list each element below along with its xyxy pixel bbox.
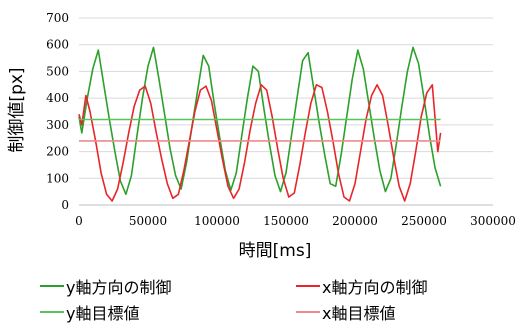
- legend-label: y軸目標値: [66, 304, 140, 323]
- series-line-x-control: [78, 84, 442, 202]
- legend-swatch: [40, 285, 64, 287]
- legend-label: y軸方向の制御: [66, 278, 172, 297]
- y-tick-label: 100: [46, 171, 69, 185]
- legend-swatch: [296, 285, 320, 287]
- y-tick-label: 600: [46, 38, 69, 52]
- gridlines: [79, 17, 493, 179]
- y-tick-label: 200: [46, 145, 69, 159]
- legend-swatch: [296, 311, 320, 313]
- x-tick-label: 0: [75, 214, 83, 228]
- legend-label: x軸方向の制御: [322, 278, 428, 297]
- legend: y軸方向の制御 x軸方向の制御 y軸目標値 x軸目標値: [0, 268, 529, 327]
- x-tick-label: 250000: [401, 214, 447, 228]
- legend-item-y-control: y軸方向の制御: [40, 274, 171, 298]
- legend-item-x-target: x軸目標値: [296, 300, 395, 324]
- series-line-y-control: [78, 46, 442, 196]
- tick-labels: 0 100 200 300 400 500 600 700 0 50000 100000 150000…: [46, 11, 516, 228]
- y-tick-label: 400: [46, 91, 69, 105]
- line-chart: 0 100 200 300 400 500 600 700 0 50000 100000 150000…: [7, 11, 516, 261]
- x-tick-label: 200000: [332, 214, 378, 228]
- legend-item-y-target: y軸目標値: [40, 300, 139, 324]
- x-tick-label: 100000: [194, 214, 240, 228]
- legend-item-x-control: x軸方向の制御: [296, 274, 427, 298]
- legend-label: x軸目標値: [322, 304, 396, 323]
- y-axis-title: 制御値[px]: [7, 67, 27, 152]
- x-tick-label: 50000: [129, 214, 167, 228]
- x-tick-label: 300000: [470, 214, 516, 228]
- y-tick-label: 500: [46, 64, 69, 78]
- legend-swatch: [40, 311, 64, 313]
- series-lines: [78, 46, 442, 202]
- x-axis-title: 時間[ms]: [239, 241, 312, 261]
- y-tick-label: 0: [61, 198, 69, 212]
- y-tick-label: 700: [46, 11, 69, 25]
- x-tick-label: 150000: [263, 214, 309, 228]
- y-tick-label: 300: [46, 118, 69, 132]
